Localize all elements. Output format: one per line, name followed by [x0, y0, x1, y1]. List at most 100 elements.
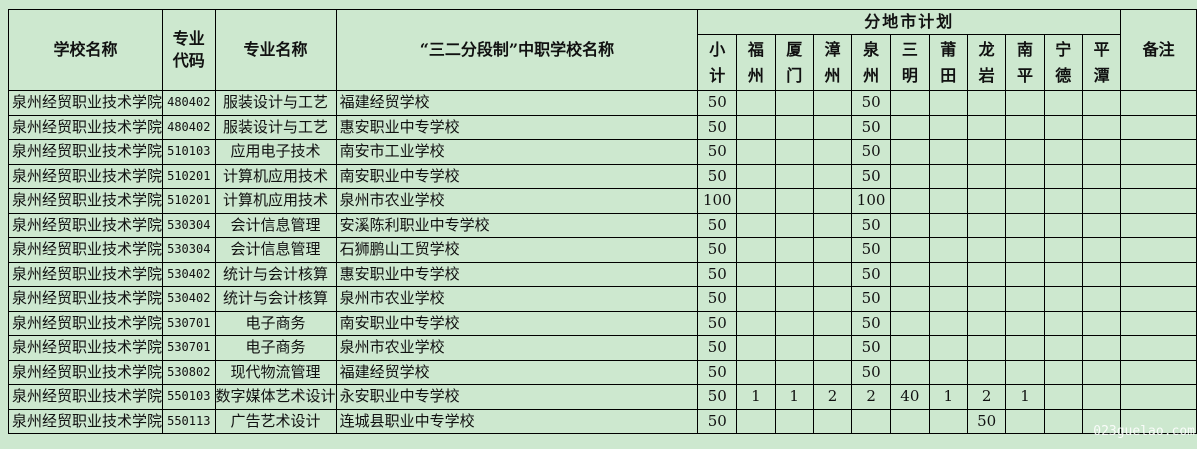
major-cell: 会计信息管理	[214, 212, 337, 238]
region-value-cell: 50	[851, 237, 892, 263]
school-cell: 泉州经贸职业技术学院	[7, 384, 164, 410]
school-cell: 泉州经贸职业技术学院	[7, 237, 164, 263]
major-cell: 服装设计与工艺	[214, 114, 337, 140]
header-regional-plan: 分地市计划	[697, 9, 1122, 35]
header-mid-school: “三二分段制”中职学校名称	[335, 9, 699, 91]
school-cell: 泉州经贸职业技术学院	[7, 90, 164, 116]
region-value-cell	[928, 90, 968, 116]
region-value-cell	[736, 359, 776, 385]
region-value-cell: 50	[697, 163, 738, 189]
region-value-cell	[736, 310, 776, 336]
table-row: 泉州经贸职业技术学院 480402 服装设计与工艺 福建经贸学校 50 50	[7, 90, 1197, 116]
region-value-cell	[1005, 310, 1045, 336]
region-value-cell	[1005, 139, 1045, 165]
region-value-cell	[1043, 114, 1083, 140]
region-value-cell: 50	[697, 384, 738, 410]
code-cell: 510201	[162, 188, 216, 214]
region-value-cell	[890, 310, 930, 336]
region-value-cell: 1	[774, 384, 814, 410]
region-value-cell	[812, 212, 853, 238]
region-value-cell	[1081, 359, 1122, 385]
region-value-cell	[736, 163, 776, 189]
region-value-cell	[928, 188, 968, 214]
table-row: 泉州经贸职业技术学院 550103 数字媒体艺术设计 永安职业中专学校 50 1 1 2 2 40…	[7, 384, 1197, 410]
table-row: 泉州经贸职业技术学院 510103 应用电子技术 南安市工业学校 50 50	[7, 139, 1197, 165]
region-value-cell	[890, 188, 930, 214]
region-value-cell: 50	[697, 237, 738, 263]
region-value-cell: 50	[851, 261, 892, 287]
code-cell: 530701	[162, 310, 216, 336]
region-value-cell: 50	[697, 139, 738, 165]
mid-school-cell: 福建经贸学校	[335, 359, 699, 385]
note-cell	[1120, 212, 1197, 238]
school-cell: 泉州经贸职业技术学院	[7, 114, 164, 140]
region-value-cell	[774, 90, 814, 116]
mid-school-cell: 连城县职业中专学校	[335, 408, 699, 434]
table-row: 泉州经贸职业技术学院 480402 服装设计与工艺 惠安职业中专学校 50 50	[7, 114, 1197, 140]
region-value-cell	[736, 335, 776, 361]
code-cell: 530701	[162, 335, 216, 361]
major-cell: 电子商务	[214, 335, 337, 361]
code-cell: 510103	[162, 139, 216, 165]
region-value-cell: 2	[812, 384, 853, 410]
region-value-cell	[966, 286, 1007, 312]
header-region: 平潭	[1081, 34, 1122, 91]
region-value-cell	[774, 114, 814, 140]
region-value-cell	[890, 212, 930, 238]
note-cell	[1120, 359, 1197, 385]
mid-school-cell: 惠安职业中专学校	[335, 114, 699, 140]
region-value-cell	[928, 237, 968, 263]
note-cell	[1120, 188, 1197, 214]
region-value-cell	[1043, 139, 1083, 165]
region-value-cell	[812, 163, 853, 189]
region-value-cell: 50	[851, 163, 892, 189]
table-row: 泉州经贸职业技术学院 530802 现代物流管理 福建经贸学校 50 50	[7, 359, 1197, 385]
school-cell: 泉州经贸职业技术学院	[7, 335, 164, 361]
header-region: 漳州	[812, 34, 853, 91]
region-value-cell: 50	[697, 310, 738, 336]
school-cell: 泉州经贸职业技术学院	[7, 212, 164, 238]
code-cell: 530304	[162, 212, 216, 238]
region-value-cell	[890, 408, 930, 434]
region-value-cell: 50	[697, 335, 738, 361]
region-value-cell: 50	[697, 286, 738, 312]
region-value-cell: 50	[697, 212, 738, 238]
school-cell: 泉州经贸职业技术学院	[7, 359, 164, 385]
note-cell	[1120, 310, 1197, 336]
region-value-cell: 50	[851, 286, 892, 312]
region-value-cell	[812, 237, 853, 263]
region-value-cell	[774, 139, 814, 165]
region-value-cell	[966, 212, 1007, 238]
code-cell: 530802	[162, 359, 216, 385]
region-value-cell	[812, 114, 853, 140]
region-value-cell: 50	[851, 90, 892, 116]
table-row: 泉州经贸职业技术学院 530402 统计与会计核算 惠安职业中专学校 50 50	[7, 261, 1197, 287]
region-value-cell	[774, 212, 814, 238]
note-cell	[1120, 114, 1197, 140]
major-cell: 现代物流管理	[214, 359, 337, 385]
region-value-cell: 50	[851, 139, 892, 165]
region-value-cell	[774, 286, 814, 312]
header-school: 学校名称	[7, 9, 164, 91]
region-value-cell: 50	[697, 359, 738, 385]
region-value-cell	[966, 188, 1007, 214]
region-value-cell	[966, 310, 1007, 336]
region-value-cell	[1043, 237, 1083, 263]
region-value-cell: 100	[697, 188, 738, 214]
region-value-cell	[736, 114, 776, 140]
region-value-cell	[928, 139, 968, 165]
header-region: 三明	[890, 34, 930, 91]
region-value-cell	[966, 237, 1007, 263]
region-value-cell	[890, 286, 930, 312]
note-cell	[1120, 335, 1197, 361]
region-value-cell	[774, 237, 814, 263]
region-value-cell: 50	[851, 359, 892, 385]
mid-school-cell: 泉州市农业学校	[335, 188, 699, 214]
header-region: 龙岩	[966, 34, 1007, 91]
region-value-cell: 2	[966, 384, 1007, 410]
region-value-cell: 1	[736, 384, 776, 410]
table-row: 泉州经贸职业技术学院 530304 会计信息管理 石狮鹏山工贸学校 50 50	[7, 237, 1197, 263]
region-value-cell	[812, 310, 853, 336]
mid-school-cell: 泉州市农业学校	[335, 286, 699, 312]
region-value-cell	[890, 139, 930, 165]
